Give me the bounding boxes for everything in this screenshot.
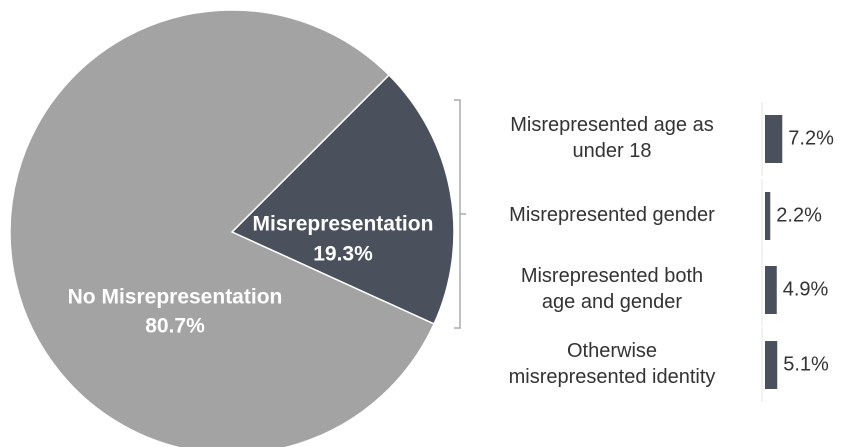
bar-category-label: Misrepresented age as under 18 [510, 114, 713, 162]
bar-value-label: 7.2% [788, 127, 834, 149]
pie-slice [230, 73, 455, 325]
bar-category-label: Misrepresented both age and gender [521, 265, 703, 313]
bar [765, 341, 778, 389]
slice-value-label: 80.7% [145, 315, 205, 338]
bar-category-label: Misrepresented gender [509, 204, 715, 226]
bar [765, 192, 771, 240]
bar [765, 266, 777, 314]
slice-label: Misrepresentation [253, 213, 434, 236]
bar-value-label: 4.9% [783, 278, 829, 300]
bar [765, 115, 783, 163]
bar-value-label: 2.2% [776, 204, 822, 226]
pie-slice [9, 9, 436, 447]
slice-label: No Misrepresentation [68, 286, 283, 309]
slice-value-label: 19.3% [313, 243, 373, 266]
bar-category-label: Otherwise misrepresented identity [509, 340, 716, 388]
bracket [454, 99, 466, 329]
bar-value-label: 5.1% [783, 353, 829, 375]
